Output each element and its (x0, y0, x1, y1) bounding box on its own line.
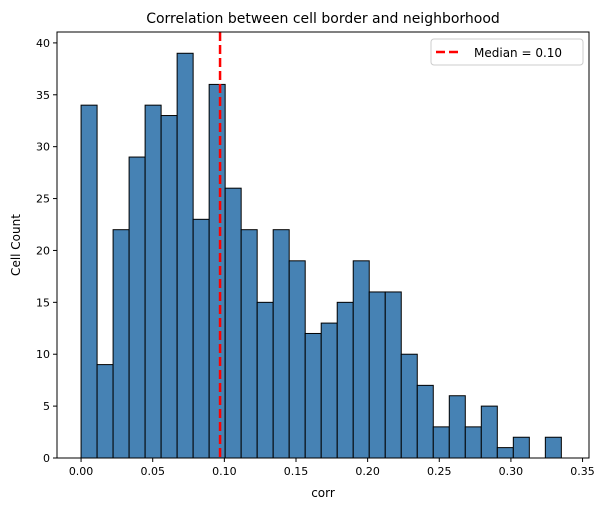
histogram-bar (384, 291, 402, 459)
y-axis-label: Cell Count (9, 214, 23, 276)
y-tick-label: 15 (36, 296, 50, 309)
legend-median-label: Median = 0.10 (474, 46, 562, 60)
x-tick-label: 0.30 (499, 465, 524, 478)
histogram-bar (352, 260, 370, 459)
y-tick-label: 40 (36, 37, 50, 50)
x-tick-label: 0.05 (140, 465, 165, 478)
y-tick-label: 10 (36, 348, 50, 361)
histogram-bar (464, 426, 482, 459)
histogram-bar (144, 104, 162, 459)
histogram-bar (208, 83, 226, 459)
histogram-bar (416, 384, 434, 459)
legend: Median = 0.10 (430, 38, 584, 66)
histogram-bar (320, 322, 338, 459)
x-tick-label: 0.20 (355, 465, 380, 478)
histogram-bar (240, 229, 258, 459)
chart-title: Correlation between cell border and neig… (146, 11, 500, 27)
histogram-bar (112, 229, 130, 459)
histogram-bar (272, 229, 290, 459)
x-axis-label: corr (311, 486, 335, 500)
histogram-bar (400, 353, 418, 459)
histogram-bar (96, 364, 114, 459)
y-tick-label: 20 (36, 244, 50, 257)
y-tick-label: 35 (36, 89, 50, 102)
x-tick-label: 0.25 (427, 465, 452, 478)
histogram-bar (448, 395, 466, 459)
histogram-bar (544, 436, 562, 459)
histogram-bar (288, 260, 306, 459)
x-tick-label: 0.15 (284, 465, 309, 478)
histogram-bar (80, 104, 98, 459)
histogram-bar (304, 332, 322, 459)
y-tick-label: 25 (36, 193, 50, 206)
histogram-bar (160, 115, 178, 459)
histogram-bar (496, 447, 514, 459)
legend-box (430, 38, 584, 66)
histogram-bar (336, 301, 354, 459)
x-tick-label: 0.35 (570, 465, 595, 478)
histogram-bar (224, 187, 242, 459)
plot-frame (56, 31, 590, 459)
histogram-bar (512, 436, 530, 459)
y-tick-label: 30 (36, 141, 50, 154)
x-tick-label: 0.00 (69, 465, 94, 478)
histogram-bar (256, 301, 274, 459)
x-tick-label: 0.10 (212, 465, 237, 478)
histogram-bar (432, 426, 450, 459)
histogram-bar (128, 156, 146, 459)
histogram-bar (176, 52, 194, 459)
y-tick-label: 5 (43, 400, 50, 413)
histogram-bar (368, 291, 386, 459)
histogram-bar (480, 405, 498, 459)
histogram-bar (192, 218, 210, 459)
y-tick-label: 0 (43, 452, 50, 465)
